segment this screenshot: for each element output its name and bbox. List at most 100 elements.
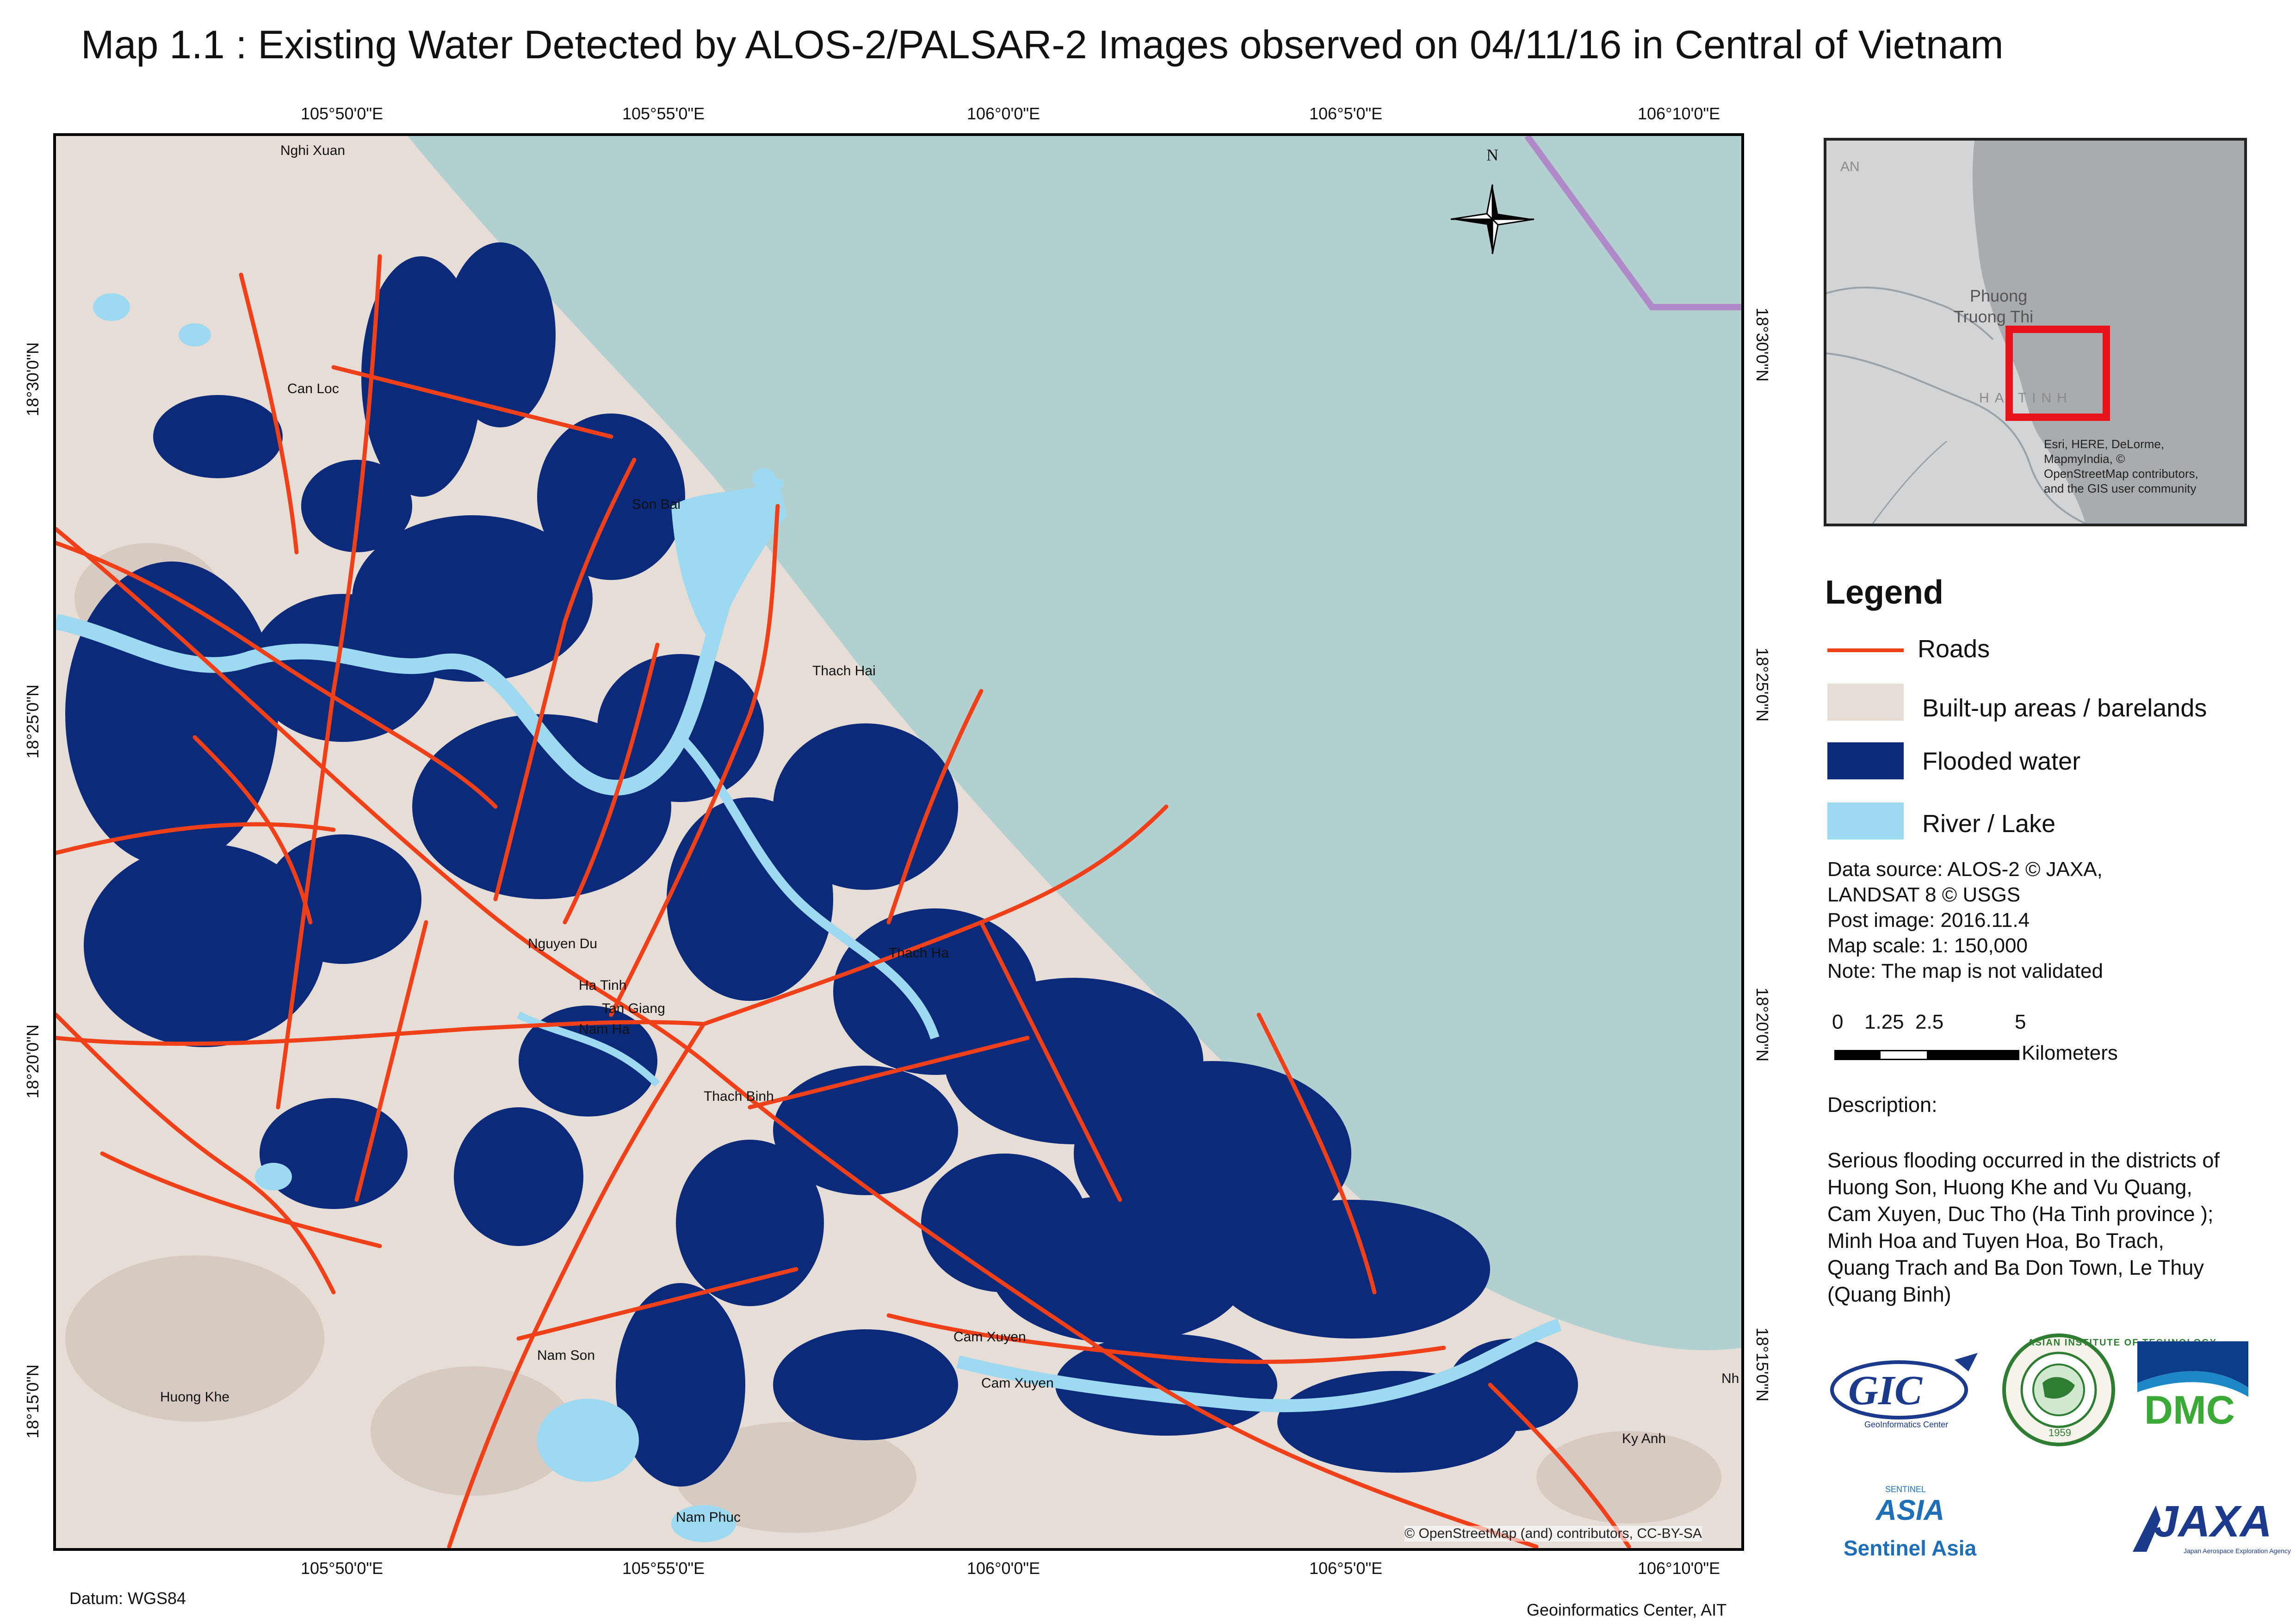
ait-logo: ASIAN INSTITUTE OF TECHNOLOGY 1959 [2001,1332,2216,1448]
lat-label-right-2: 18°25'0"N [1753,648,1772,722]
scalebar-tick-0: 0 [1832,1011,1844,1033]
lat-label-right-3: 18°20'0"N [1753,987,1772,1062]
legend-swatch-flooded [1827,742,1904,779]
description-line: Minh Hoa and Tuyen Hoa, Bo Trach, [1827,1229,2164,1253]
place-label-nh: Nh [1721,1371,1739,1386]
scalebar-white-segment [1881,1051,1927,1059]
lon-label-bottom-1: 105°50'0"E [301,1559,384,1578]
north-arrow [1450,184,1535,254]
lon-label-bottom-5: 106°10'0"E [1638,1559,1720,1578]
credit-label: Geoinformatics Center, AIT [1527,1600,1727,1619]
lat-label-right-1: 18°30'0"N [1753,308,1772,382]
inset-label-an: AN [1840,159,1860,174]
scalebar-unit: Kilometers [2022,1042,2118,1064]
place-label-ha-tinh: Ha Tinh [579,978,627,993]
description-line: Quang Trach and Ba Don Town, Le Thuy [1827,1256,2204,1279]
description-body: Serious flooding occurred in the distric… [1827,1147,2220,1308]
lon-label-top-1: 105°50'0"E [301,104,384,123]
map-title: Map 1.1 : Existing Water Detected by ALO… [81,23,2004,67]
lon-label-top-4: 106°5'0"E [1309,104,1383,123]
north-label: N [1486,146,1498,164]
lat-label-left-2: 18°25'0"N [23,684,42,759]
sentinel-logo-bottom: Sentinel Asia [1844,1536,1977,1560]
place-label-nguyen-du: Nguyen Du [528,936,598,951]
gic-logo-text: GIC [1848,1368,1923,1413]
inset-label-phuong: Phuong [1970,286,2028,305]
info-line: Data source: ALOS-2 © JAXA, [1827,858,2103,881]
jaxa-logo-text: JAXA [2154,1497,2272,1546]
datum-label: Datum: WGS84 [69,1589,186,1608]
scalebar [1834,1050,2019,1060]
place-label-son-bai: Son Bai [632,497,681,512]
map-canvas [56,136,1741,1548]
legend-label-river: River / Lake [1922,810,2056,838]
jaxa-logo: JAXA Japan Aerospace Exploration Agency [2128,1487,2291,1566]
lon-label-bottom-4: 106°5'0"E [1309,1559,1383,1578]
dmc-logo: DMC [2137,1337,2248,1432]
lakes [93,293,787,1542]
map-attribution: © OpenStreetMap (and) contributors, CC-B… [1405,1526,1702,1542]
inset-map[interactable]: AN Phuong Truong Thi HA TINH Esri, HERE,… [1824,138,2247,526]
legend-label-roads: Roads [1918,635,1990,663]
inset-credit-line: OpenStreetMap contributors, [2044,467,2198,481]
place-label-nam-son: Nam Son [537,1348,595,1363]
description-line: Cam Xuyen, Duc Tho (Ha Tinh province ); [1827,1202,2214,1226]
legend-swatch-built-up [1827,684,1904,721]
place-label-cam-xuyen: Cam Xuyen [953,1329,1026,1345]
inset-credit: Esri, HERE, DeLorme, MapmyIndia, © OpenS… [2044,437,2198,496]
info-line: Note: The map is not validated [1827,960,2103,982]
place-label-nam-phuc: Nam Phuc [676,1510,741,1525]
place-label-nam-ha: Nam Ha [579,1022,630,1037]
sentinel-logo-mid: ASIA [1876,1494,1945,1526]
legend-swatch-river [1827,802,1904,839]
main-map[interactable]: N Nghi Xuan Can Loc Son Bai Thach Hai Ng… [53,133,1744,1551]
sentinel-logo-top: SENTINEL [1885,1485,1926,1494]
inset-credit-line: MapmyIndia, © [2044,452,2125,466]
info-line: Map scale: 1: 150,000 [1827,934,2028,957]
gic-logo-sub: GeoInformatics Center [1864,1420,1949,1429]
maritime-boundary [1524,136,1741,310]
lat-label-left-4: 18°15'0"N [23,1364,42,1438]
description-line: (Quang Binh) [1827,1283,1951,1306]
lon-label-top-2: 105°55'0"E [622,104,705,123]
description-line: Huong Son, Huong Khe and Vu Quang, [1827,1175,2192,1199]
place-label-ky-anh: Ky Anh [1622,1431,1666,1446]
lat-label-left-1: 18°30'0"N [23,342,42,416]
place-label-nghi-xuan: Nghi Xuan [280,143,346,158]
roads [56,254,1631,1548]
dmc-logo-text: DMC [2144,1388,2235,1432]
place-label-cam-xuyen-2: Cam Xuyen [981,1376,1054,1391]
lon-label-top-5: 106°10'0"E [1638,104,1720,123]
ait-logo-year: 1959 [2048,1427,2071,1438]
inset-credit-line: and the GIS user community [2044,481,2197,495]
legend-swatch-roads [1827,648,1904,652]
sentinel-asia-logo: SENTINEL ASIA Sentinel Asia [1844,1485,1982,1568]
gic-logo: GIC GeoInformatics Center [1830,1351,1982,1438]
lon-label-bottom-3: 106°0'0"E [967,1559,1040,1578]
scalebar-tick-2: 2.5 [1915,1011,1944,1033]
place-label-can-loc: Can Loc [287,381,339,396]
legend-label-built-up: Built-up areas / barelands [1922,694,2207,722]
lon-label-top-3: 106°0'0"E [967,104,1040,123]
lat-label-left-3: 18°20'0"N [23,1024,42,1098]
inset-label-ha-tinh: HA TINH [1979,390,2073,406]
sea-area [408,136,1741,1351]
description-line: Serious flooding occurred in the distric… [1827,1148,2220,1172]
place-label-thach-hai: Thach Hai [812,663,876,679]
inset-canvas [1826,141,2244,524]
place-label-thach-binh: Thach Binh [704,1089,774,1104]
info-line: LANDSAT 8 © USGS [1827,883,2021,906]
legend-label-flooded: Flooded water [1922,747,2081,775]
inset-label-truong-thi: Truong Thi [1954,307,2034,326]
place-label-huong-khe: Huong Khe [160,1389,230,1405]
lat-label-right-4: 18°15'0"N [1753,1327,1772,1402]
description-heading: Description: [1827,1093,1937,1117]
place-label-tan-giang: Tan Giang [602,1001,665,1016]
lon-label-bottom-2: 105°55'0"E [622,1559,705,1578]
jaxa-logo-sub: Japan Aerospace Exploration Agency [2184,1547,2291,1555]
inset-extent-box [2005,326,2110,421]
legend-title: Legend [1825,574,1944,611]
flooded-water [65,242,1578,1487]
inset-credit-line: Esri, HERE, DeLorme, [2044,437,2165,451]
place-label-thach-ha: Thach Ha [889,945,949,961]
